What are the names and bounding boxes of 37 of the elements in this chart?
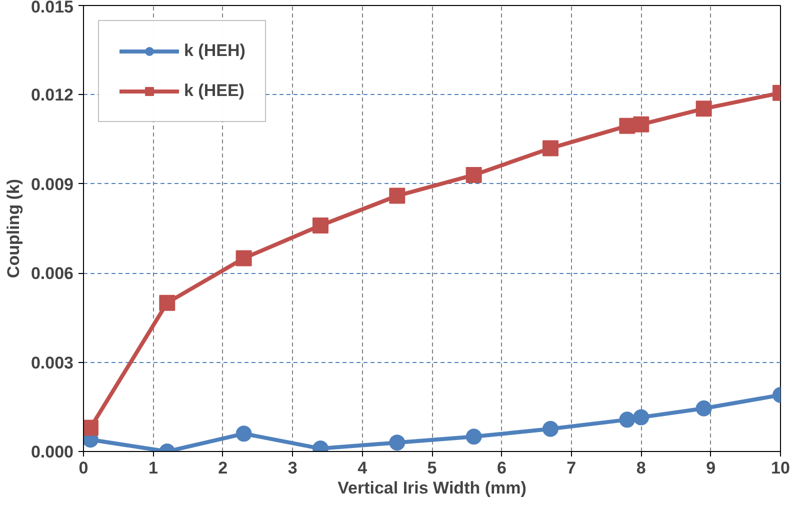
point	[389, 434, 406, 451]
x-tick-label: 2	[218, 458, 228, 478]
x-tick-label: 1	[148, 458, 158, 478]
x-tick-label: 9	[706, 458, 716, 478]
point	[236, 250, 252, 266]
point	[389, 188, 406, 204]
y-tick-label: 0.003	[30, 353, 74, 372]
x-tick-label: 4	[358, 458, 368, 478]
x-tick-label: 3	[288, 458, 298, 478]
point	[312, 218, 328, 234]
y-tick-label: 0.009	[30, 174, 74, 194]
x-tick-label: 10	[771, 458, 790, 478]
point	[619, 412, 636, 428]
x-tick-label: 7	[566, 458, 576, 478]
point	[633, 409, 650, 426]
point	[159, 294, 176, 311]
y-tick-label: 0.015	[30, 0, 74, 16]
x-axis-title: Vertical Iris Width (mm)	[338, 478, 526, 498]
point	[466, 166, 482, 183]
y-axis-title: Coupling (k)	[4, 178, 23, 278]
x-tick-label: 6	[496, 458, 506, 478]
y-tick-label: 0.012	[30, 86, 74, 105]
x-tick-label: 8	[636, 458, 646, 478]
point	[542, 420, 558, 437]
point	[84, 420, 98, 436]
legend-label: k (HEH)	[184, 41, 246, 61]
x-tick-label: 5	[427, 458, 437, 478]
point	[236, 426, 252, 442]
point	[696, 400, 712, 416]
point	[696, 100, 712, 117]
point	[466, 428, 482, 445]
y-tick-label: 0.000	[30, 442, 74, 462]
x-tick-label: 0	[78, 458, 88, 478]
point	[633, 116, 650, 132]
point	[542, 140, 558, 156]
y-tick-label: 0.006	[30, 264, 74, 284]
legend-label: k (HEE)	[184, 81, 244, 101]
